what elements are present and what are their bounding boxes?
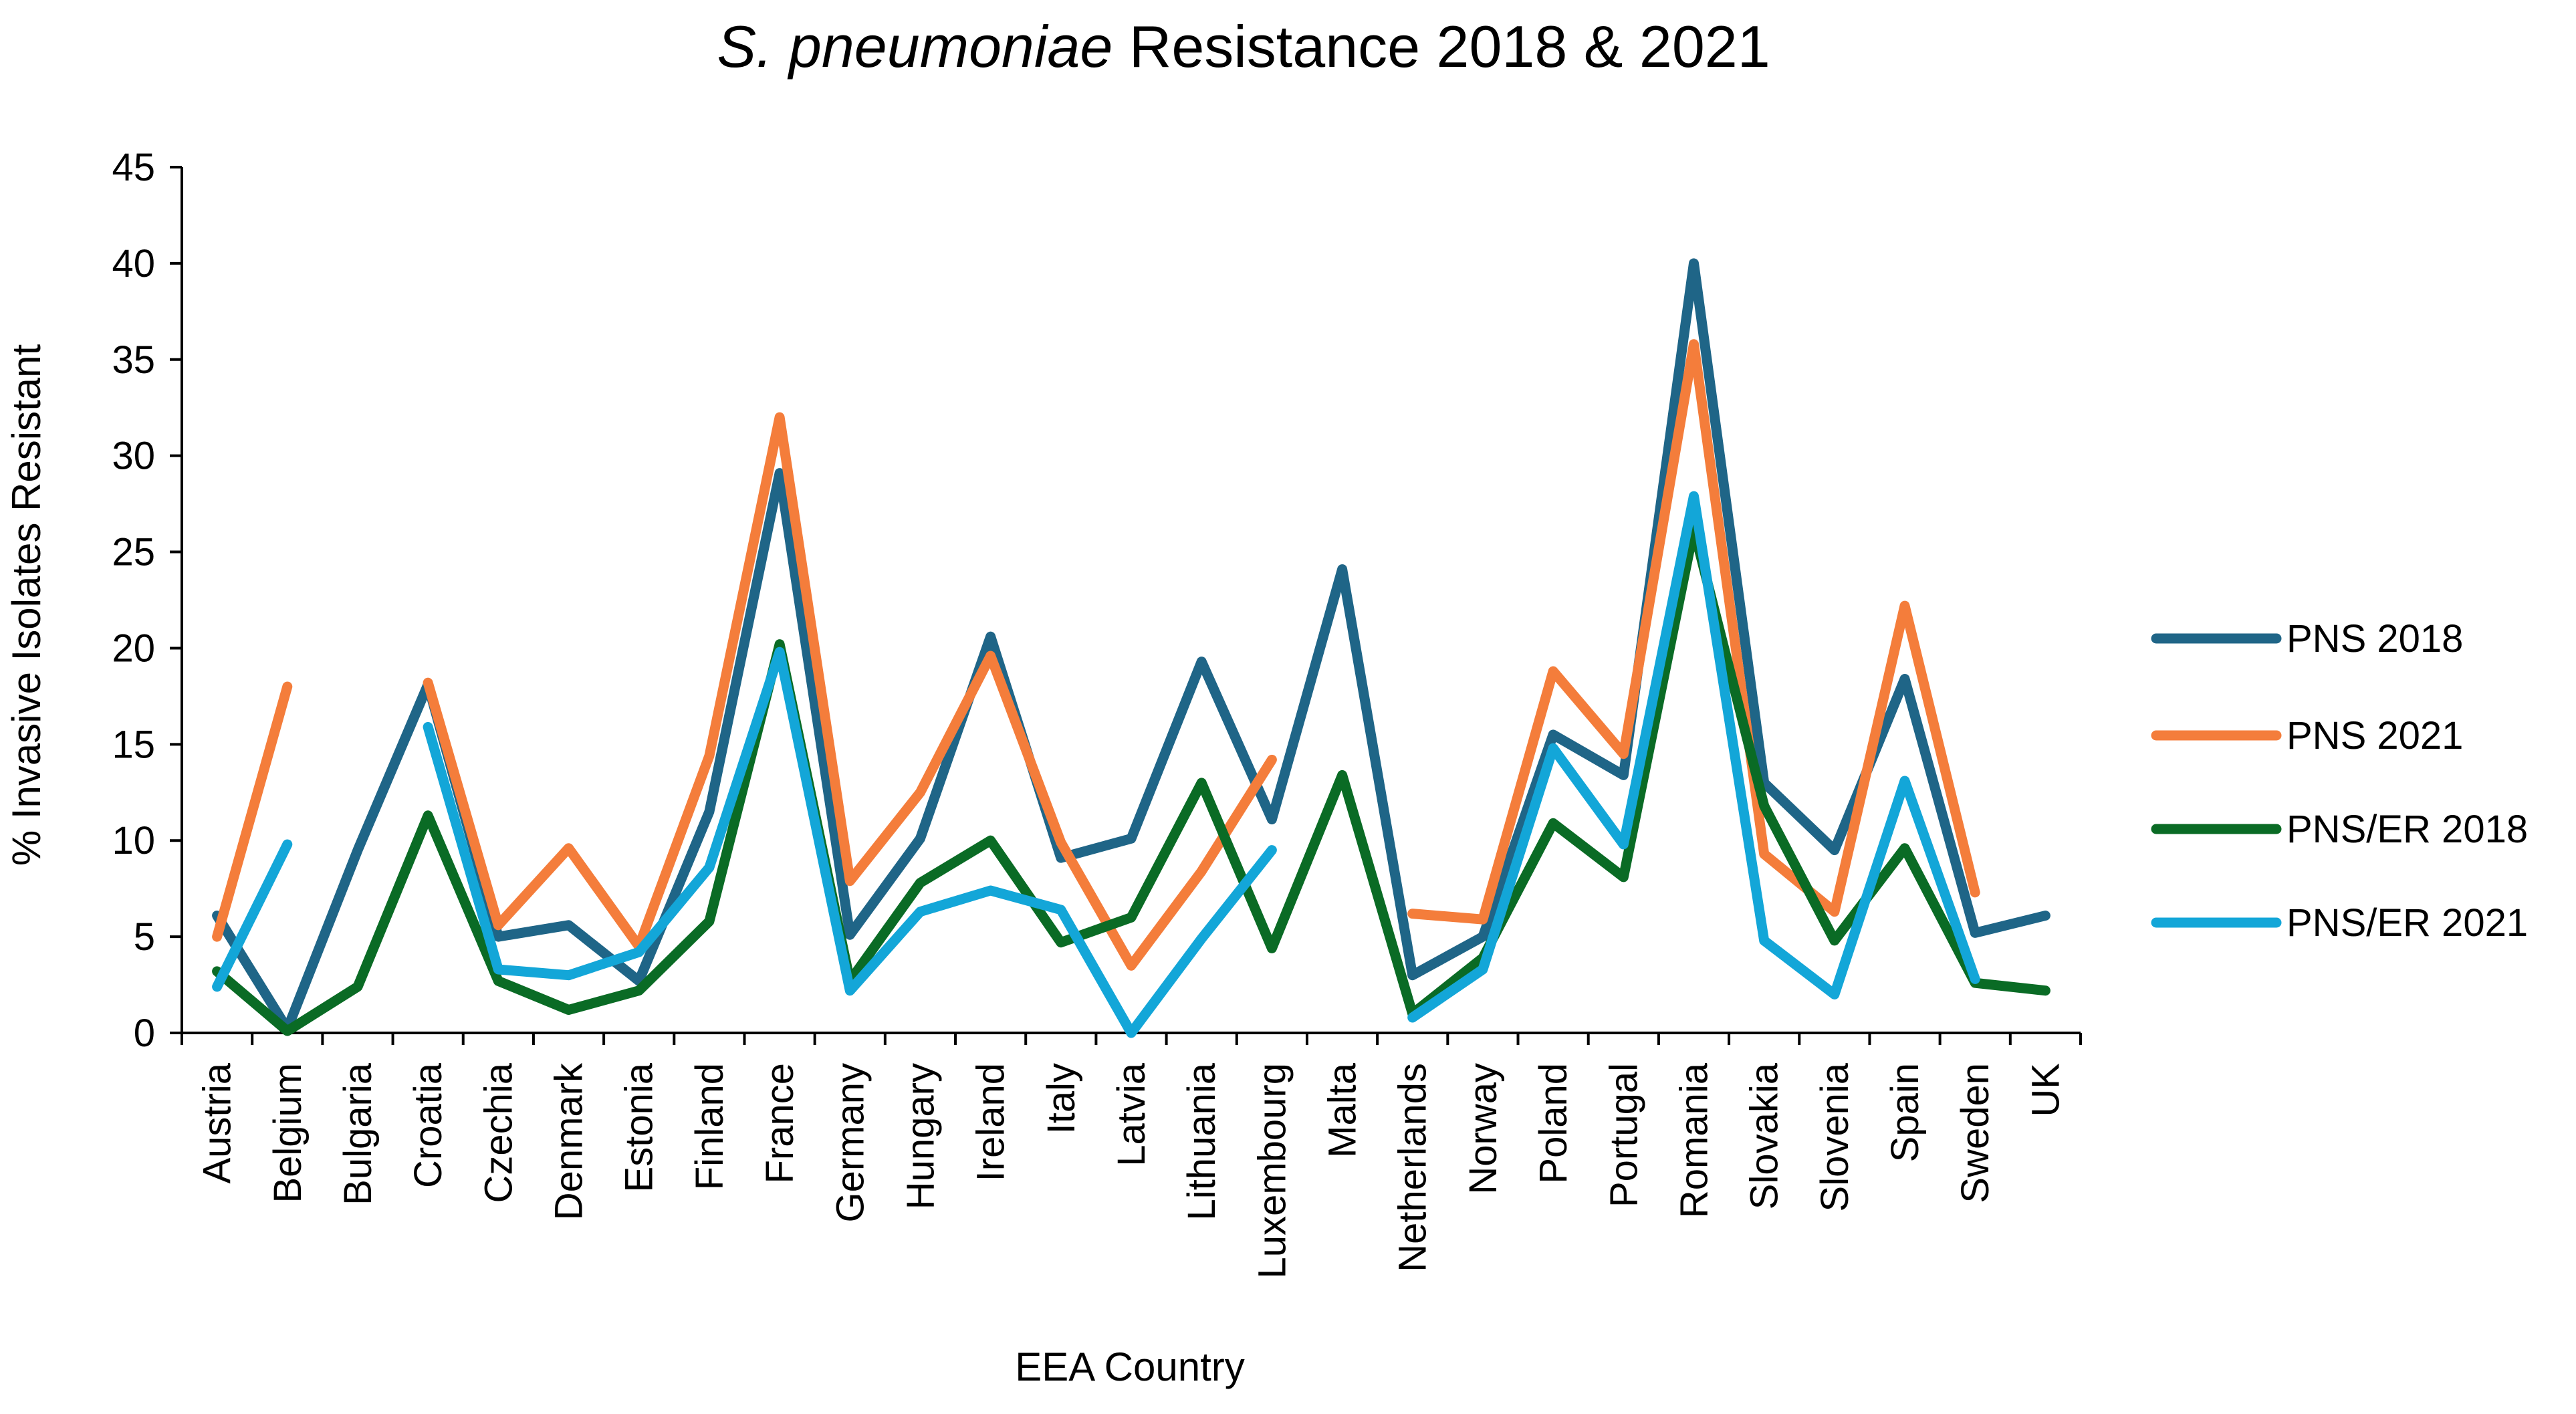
x-tick-label: Ireland bbox=[969, 1063, 1013, 1181]
x-tick-label: Portugal bbox=[1602, 1063, 1645, 1207]
x-tick-label: Slovakia bbox=[1743, 1062, 1786, 1209]
x-tick-label: Bulgaria bbox=[336, 1062, 380, 1205]
y-tick-label: 20 bbox=[112, 626, 155, 670]
y-tick-label: 25 bbox=[112, 531, 155, 574]
series-lines bbox=[212, 258, 2051, 1038]
x-tick-label: Norway bbox=[1461, 1063, 1505, 1195]
legend-label: PNS/ER 2021 bbox=[2287, 901, 2528, 945]
x-tick-label: Czechia bbox=[477, 1062, 520, 1203]
x-tick-label: France bbox=[758, 1063, 802, 1184]
x-tick-label: UK bbox=[2024, 1063, 2067, 1117]
x-tick-label: Slovenia bbox=[1813, 1062, 1857, 1211]
x-tick-label: Spain bbox=[1883, 1063, 1927, 1162]
chart-title-italic: S. pneumoniae bbox=[717, 13, 1113, 80]
x-tick-label: Lithuania bbox=[1180, 1062, 1223, 1220]
x-tick-label: Finland bbox=[688, 1063, 731, 1190]
chart-title-rest: Resistance 2018 & 2021 bbox=[1113, 13, 1770, 80]
series-line-4 bbox=[212, 491, 1980, 1038]
x-tick-label: Italy bbox=[1040, 1063, 1083, 1134]
series-line-2 bbox=[212, 339, 1980, 971]
series-line-1 bbox=[212, 258, 2051, 1034]
x-axis-title: EEA Country bbox=[1015, 1344, 1245, 1389]
legend-label: PNS 2018 bbox=[2287, 617, 2463, 661]
x-tick-label: Germany bbox=[828, 1063, 872, 1223]
x-tick-label: Poland bbox=[1532, 1063, 1575, 1184]
y-tick-label: 0 bbox=[134, 1012, 155, 1055]
y-tick-label: 5 bbox=[134, 915, 155, 959]
y-axis-title: % Invasive Isolates Resistant bbox=[4, 344, 49, 866]
y-tick-label: 45 bbox=[112, 146, 155, 189]
x-tick-label: Belgium bbox=[266, 1063, 310, 1203]
chart-title: S. pneumoniae Resistance 2018 & 2021 bbox=[717, 13, 1770, 80]
x-tick-label: Netherlands bbox=[1391, 1063, 1435, 1272]
y-tick-label: 40 bbox=[112, 242, 155, 285]
x-tick-label: Estonia bbox=[618, 1062, 661, 1192]
x-tick-label: Austria bbox=[196, 1062, 239, 1183]
x-tick-label: Malta bbox=[1321, 1062, 1365, 1158]
legend-label: PNS 2021 bbox=[2287, 714, 2463, 757]
x-tick-label: Sweden bbox=[1954, 1063, 1997, 1203]
legend-label: PNS/ER 2018 bbox=[2287, 808, 2528, 851]
x-tick-label: Latvia bbox=[1110, 1062, 1153, 1167]
x-tick-label: Romania bbox=[1672, 1062, 1716, 1218]
x-ticks: Austria Belgium Bulgaria Croatia Czechia Denm… bbox=[181, 1033, 2082, 1278]
x-tick-label: Croatia bbox=[406, 1062, 450, 1188]
y-ticks: 0 5 10 15 20 25 30 35 40 45 bbox=[112, 146, 182, 1055]
y-tick-label: 30 bbox=[112, 435, 155, 478]
y-tick-label: 15 bbox=[112, 723, 155, 766]
x-tick-label: Denmark bbox=[548, 1062, 591, 1220]
x-tick-label: Hungary bbox=[899, 1063, 942, 1209]
x-tick-label: Luxembourg bbox=[1250, 1063, 1294, 1278]
legend: PNS 2018 PNS 2021 PNS/ER 2018 PNS/ER 2021 bbox=[2151, 617, 2528, 945]
y-tick-label: 10 bbox=[112, 819, 155, 862]
y-tick-label: 35 bbox=[112, 338, 155, 382]
series-line-3 bbox=[212, 523, 2051, 1036]
